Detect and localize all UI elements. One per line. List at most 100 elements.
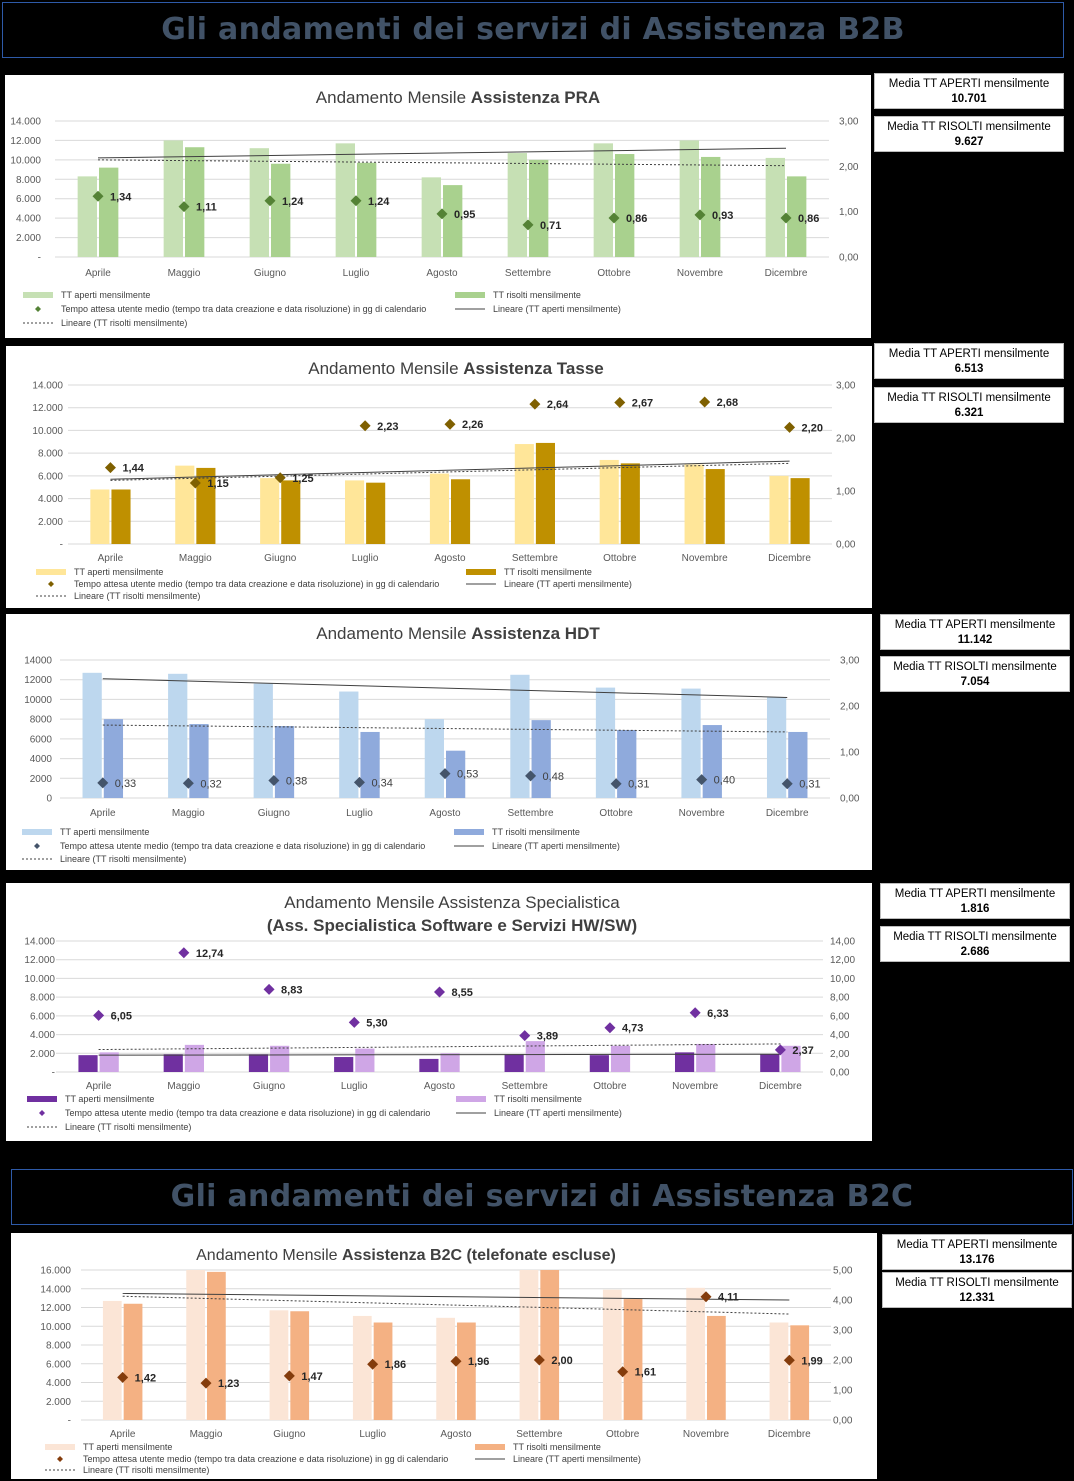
summary-label: Media TT APERTI mensilmente <box>894 888 1056 900</box>
legend-tempo: Tempo attesa utente medio (tempo tra dat… <box>65 1108 430 1118</box>
y-tick-left: 10.000 <box>40 1322 71 1333</box>
bar-aperti <box>519 1270 539 1420</box>
x-tick: Luglio <box>343 268 370 279</box>
summary-risolti-b2c: Media TT RISOLTI mensilmente 12.331 <box>882 1272 1072 1308</box>
bar-aperti <box>175 465 195 544</box>
x-tick: Maggio <box>190 1429 223 1440</box>
chart-title-bold: Assistenza Tasse <box>463 359 603 378</box>
x-tick: Settembre <box>512 553 559 564</box>
x-tick: Giugno <box>258 808 291 819</box>
bar-risolti <box>701 156 721 257</box>
chart-panel-tasse: Andamento Mensile Assistenza Tasse - 2.000… <box>6 346 872 608</box>
summary-label: Media TT RISOLTI mensilmente <box>887 121 1051 133</box>
legend-aperti: TT aperti mensilmente <box>65 1094 154 1104</box>
bar-risolti <box>525 1041 545 1072</box>
legend-trend-aperti: Lineare (TT aperti mensilmente) <box>492 841 620 851</box>
bar-aperti <box>593 143 613 257</box>
bar-aperti <box>429 473 449 544</box>
marker-tempo-attesa <box>268 775 280 787</box>
x-tick: Luglio <box>341 1081 368 1092</box>
legend-swatch-tempo <box>48 581 54 587</box>
bar-risolti <box>103 719 124 798</box>
bar-risolti <box>529 159 549 257</box>
y-tick-left: 2.000 <box>16 233 41 244</box>
legend-trend-aperti: Lineare (TT aperti mensilmente) <box>513 1454 641 1464</box>
summary-risolti-pra: Media TT RISOLTI mensilmente 9.627 <box>874 116 1064 152</box>
x-tick: Luglio <box>352 553 379 564</box>
marker-tempo-attesa <box>694 209 706 221</box>
data-label: 0,95 <box>454 209 475 221</box>
bar-aperti <box>681 688 701 798</box>
chart-title-light: Andamento Mensile <box>308 359 463 378</box>
data-label: 8,55 <box>452 987 473 999</box>
bar-aperti <box>674 1052 695 1072</box>
marker-tempo-attesa <box>780 212 792 224</box>
marker-tempo-attesa <box>450 1355 462 1367</box>
y-tick-left: 6.000 <box>30 1011 55 1022</box>
bar-risolti <box>707 1315 726 1420</box>
summary-aperti-specialistica: Media TT APERTI mensilmente 1.816 <box>880 883 1070 919</box>
marker-tempo-attesa <box>604 1022 616 1034</box>
bar-aperti <box>766 697 787 798</box>
bar-aperti <box>424 719 444 798</box>
marker-tempo-attesa <box>783 1354 795 1366</box>
x-tick: Giugno <box>253 1081 286 1092</box>
bar-aperti <box>248 1054 269 1072</box>
summary-value: 1.816 <box>960 903 990 915</box>
legend-risolti: TT risolti mensilmente <box>494 1094 582 1104</box>
y-tick-left: - <box>38 253 41 264</box>
bar-aperti <box>345 480 365 544</box>
summary-label: Media TT RISOLTI mensilmente <box>893 661 1057 673</box>
legend-tempo: Tempo attesa utente medio (tempo tra dat… <box>83 1454 448 1464</box>
x-tick: Maggio <box>167 1081 200 1092</box>
y-tick-right: 6,00 <box>830 1011 850 1022</box>
y-tick-left: 2.000 <box>38 517 63 528</box>
bar-risolti <box>373 1322 393 1420</box>
summary-label: Media TT APERTI mensilmente <box>896 1239 1058 1251</box>
bar-aperti <box>421 177 441 257</box>
y-tick-right: 8,00 <box>830 993 850 1004</box>
x-tick: Luglio <box>359 1429 386 1440</box>
legend-swatch-aperti <box>45 1444 75 1450</box>
marker-tempo-attesa <box>178 947 190 959</box>
data-label: 8,83 <box>281 984 302 996</box>
bar-aperti <box>90 489 110 544</box>
data-label: 6,05 <box>111 1010 132 1022</box>
y-tick-right: 4,00 <box>830 1030 850 1041</box>
marker-tempo-attesa <box>263 983 275 995</box>
marker-tempo-attesa <box>774 1044 786 1056</box>
y-tick-right: 14,00 <box>830 937 855 948</box>
y-tick-left: 6.000 <box>16 194 41 205</box>
bar-aperti <box>514 444 534 544</box>
marker-tempo-attesa <box>439 768 451 780</box>
x-tick: Agosto <box>426 268 458 279</box>
bar-risolti <box>610 1045 631 1072</box>
legend-aperti: TT aperti mensilmente <box>74 567 163 577</box>
marker-tempo-attesa <box>610 778 622 790</box>
chart-svg: Andamento Mensile Assistenza Tasse - 2.000… <box>32 359 855 601</box>
data-label: 2,67 <box>632 397 653 409</box>
x-tick: Maggio <box>172 808 205 819</box>
y-tick-right: 2,00 <box>840 702 860 713</box>
x-tick: Novembre <box>683 1429 730 1440</box>
data-label: 4,73 <box>622 1023 643 1035</box>
summary-label: Media TT RISOLTI mensilmente <box>887 392 1051 404</box>
y-tick-right: 5,00 <box>833 1266 853 1277</box>
legend-trend-aperti: Lineare (TT aperti mensilmente) <box>493 304 621 314</box>
legend-risolti: TT risolti mensilmente <box>504 567 592 577</box>
bar-aperti <box>602 1289 622 1420</box>
chart-panel-pra: Andamento Mensile Assistenza PRA - 2.000 4.… <box>5 75 871 338</box>
bar-aperti <box>436 1317 455 1420</box>
marker-tempo-attesa <box>353 776 365 788</box>
data-label: 1,24 <box>368 196 390 208</box>
x-tick: Ottobre <box>606 1429 640 1440</box>
data-label: 1,34 <box>110 191 132 203</box>
x-tick: Agosto <box>440 1429 472 1440</box>
data-label: 0,53 <box>457 769 478 781</box>
data-label: 4,11 <box>718 1292 739 1304</box>
bar-aperti <box>168 673 188 798</box>
x-tick: Novembre <box>677 268 724 279</box>
banner-b2c: Gli andamenti dei servizi di Assistenza … <box>11 1169 1073 1225</box>
marker-tempo-attesa <box>92 190 104 202</box>
y-tick-left: 12.000 <box>10 136 41 147</box>
